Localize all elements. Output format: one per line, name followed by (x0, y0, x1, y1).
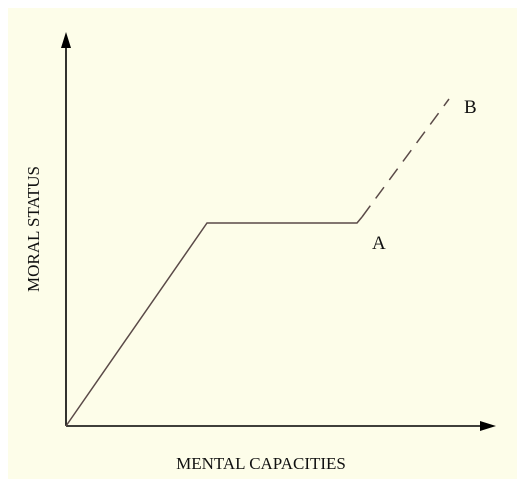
point-b-label: B (464, 97, 477, 118)
diagram-canvas (8, 8, 517, 479)
moral-status-curve (65, 216, 363, 427)
x-axis-label: MENTAL CAPACITIES (176, 454, 346, 473)
y-axis-label: MORAL STATUS (24, 166, 43, 292)
moral-status-curve-dashed (361, 98, 450, 218)
y-axis-arrow-icon (61, 32, 71, 48)
x-axis-arrow-icon (480, 421, 496, 431)
point-a-label: A (372, 233, 386, 254)
